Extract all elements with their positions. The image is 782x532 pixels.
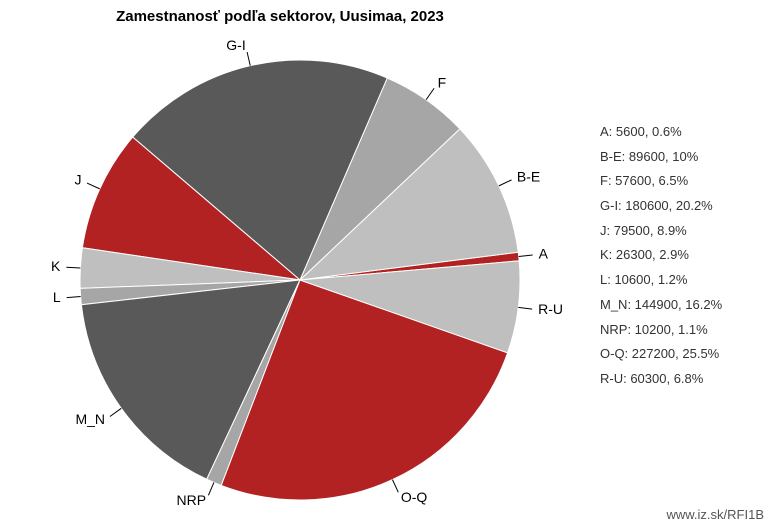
slice-label: M_N bbox=[75, 411, 105, 427]
legend-item: K: 26300, 2.9% bbox=[600, 243, 722, 268]
leader-line bbox=[208, 482, 213, 495]
legend-item: R-U: 60300, 6.8% bbox=[600, 367, 722, 392]
slice-label: L bbox=[53, 289, 61, 305]
legend-item: A: 5600, 0.6% bbox=[600, 120, 722, 145]
leader-line bbox=[518, 307, 532, 309]
legend-item: NRP: 10200, 1.1% bbox=[600, 318, 722, 343]
slice-label: NRP bbox=[177, 492, 207, 508]
legend-item: G-I: 180600, 20.2% bbox=[600, 194, 722, 219]
slice-label: G-I bbox=[226, 37, 245, 53]
slice-label: B-E bbox=[517, 168, 540, 184]
legend-item: J: 79500, 8.9% bbox=[600, 219, 722, 244]
chart-title: Zamestnanosť podľa sektorov, Uusimaa, 20… bbox=[0, 8, 560, 25]
legend-item: M_N: 144900, 16.2% bbox=[600, 293, 722, 318]
slice-label: K bbox=[51, 258, 61, 274]
leader-line bbox=[499, 180, 512, 186]
leader-line bbox=[247, 52, 250, 66]
slice-label: F bbox=[438, 74, 447, 90]
leader-line bbox=[426, 88, 434, 99]
leader-line bbox=[392, 480, 398, 493]
leader-line bbox=[110, 408, 121, 416]
slice-label: O-Q bbox=[401, 489, 428, 505]
slice-label: A bbox=[539, 245, 549, 261]
leader-line bbox=[519, 255, 533, 256]
slice-label: R-U bbox=[538, 301, 563, 317]
leader-line bbox=[67, 297, 81, 298]
legend-item: O-Q: 227200, 25.5% bbox=[600, 342, 722, 367]
slice-label: J bbox=[75, 172, 82, 188]
legend-item: F: 57600, 6.5% bbox=[600, 169, 722, 194]
pie-chart-svg: A B-E F G-I J KL M_N NRP O-Q R-U bbox=[20, 30, 580, 530]
chart-container: Zamestnanosť podľa sektorov, Uusimaa, 20… bbox=[0, 0, 782, 532]
legend-item: L: 10600, 1.2% bbox=[600, 268, 722, 293]
legend-item: B-E: 89600, 10% bbox=[600, 145, 722, 170]
leader-line bbox=[66, 267, 80, 268]
legend: A: 5600, 0.6%B-E: 89600, 10%F: 57600, 6.… bbox=[600, 120, 722, 392]
source-link[interactable]: www.iz.sk/RFI1B bbox=[666, 507, 764, 522]
leader-line bbox=[87, 183, 100, 189]
